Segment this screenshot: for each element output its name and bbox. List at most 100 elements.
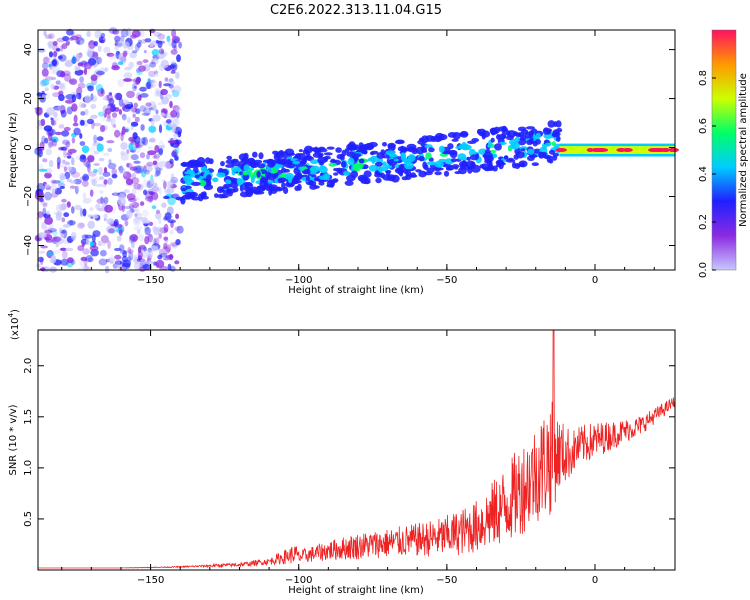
heatmap-cell xyxy=(133,254,138,261)
heatmap-cell xyxy=(236,177,243,185)
heatmap-cell xyxy=(48,159,54,168)
heatmap-cell xyxy=(37,211,44,218)
heatmap-cell xyxy=(115,260,123,265)
heatmap-cell xyxy=(77,62,84,67)
heatmap-cell xyxy=(511,161,517,169)
heatmap-cell xyxy=(70,35,79,41)
heatmap-cell xyxy=(174,260,180,265)
heatmap-cell xyxy=(63,212,70,218)
heatmap-cell xyxy=(158,232,162,239)
heatmap-cell xyxy=(167,196,176,206)
figure-title: C2E6.2022.313.11.04.G15 xyxy=(270,3,442,18)
heatmap-cell xyxy=(375,177,382,184)
heatmap-cell xyxy=(111,173,118,179)
heatmap-cell xyxy=(319,166,328,174)
heatmap-cell xyxy=(140,93,149,98)
heatmap-cell xyxy=(90,176,99,184)
heatmap-cell xyxy=(149,61,157,68)
heatmap-cell xyxy=(369,151,375,156)
heatmap-cell xyxy=(47,228,57,233)
heatmap-cell xyxy=(103,213,108,219)
heatmap-cell xyxy=(81,175,86,182)
heatmap-cell xyxy=(99,190,104,195)
heatmap-cell xyxy=(44,191,52,201)
heatmap-cell xyxy=(285,172,294,180)
heatmap-cell xyxy=(111,65,120,71)
heatmap-cell xyxy=(515,151,525,159)
heatmap-cell xyxy=(90,249,99,257)
heatmap-cell xyxy=(90,103,97,110)
heatmap-cell xyxy=(249,174,254,178)
heatmap-cell xyxy=(497,134,507,140)
heatmap-cell xyxy=(308,181,317,186)
heatmap-cell xyxy=(69,78,78,85)
heatmap-cell xyxy=(42,207,47,216)
heatmap-cell xyxy=(310,165,320,173)
heatmap-cell xyxy=(74,204,82,211)
heatmap-cell xyxy=(323,152,333,156)
snr-y-scale: (x104) xyxy=(7,309,21,340)
heatmap-cell xyxy=(163,223,169,233)
heatmap-cell xyxy=(541,152,547,156)
heatmap-cell xyxy=(492,153,497,158)
heatmap-cell xyxy=(66,152,73,156)
heatmap-cell xyxy=(543,155,553,160)
heatmap-cell xyxy=(125,178,134,186)
heatmap-cell xyxy=(91,51,99,59)
heatmap-cell xyxy=(329,159,337,164)
heatmap-cell xyxy=(173,37,179,44)
heatmap-cell xyxy=(87,164,91,173)
heatmap-cell xyxy=(41,68,49,77)
heatmap-cell xyxy=(145,102,152,107)
heatmap-cell xyxy=(153,261,157,266)
heatmap-cell xyxy=(385,170,392,174)
heatmap-cell xyxy=(118,61,124,65)
heatmap-cell xyxy=(515,132,522,138)
heatmap-cell xyxy=(200,165,208,173)
heatmap-cell xyxy=(138,65,147,72)
heatmap-cell xyxy=(107,162,117,170)
heatmap-cell xyxy=(84,258,88,267)
heatmap-cell xyxy=(90,145,96,153)
heatmap-cell xyxy=(171,151,177,158)
heatmap-cell xyxy=(39,201,49,206)
heatmap-cell xyxy=(297,172,302,178)
heatmap-cell xyxy=(120,132,124,142)
heatmap-cell xyxy=(118,229,123,236)
heatmap-cell xyxy=(418,156,425,162)
heatmap-cell xyxy=(148,191,155,196)
heatmap-cell xyxy=(74,185,79,195)
heatmap-cell xyxy=(87,257,94,263)
heatmap-cell xyxy=(173,156,180,162)
heatmap-cell xyxy=(59,186,65,189)
heatmap-cell xyxy=(152,114,161,122)
heatmap-cell xyxy=(83,175,90,181)
heatmap-cell xyxy=(44,183,50,188)
heatmap-cell xyxy=(79,155,87,163)
snr-frame xyxy=(37,329,676,571)
heatmap-cell xyxy=(124,104,134,109)
heatmap-cell xyxy=(110,118,116,126)
heatmap-cell xyxy=(552,131,561,137)
heatmap-cell xyxy=(150,79,157,88)
heatmap-cell xyxy=(527,155,535,161)
heatmap-cell xyxy=(95,84,104,93)
heatmap-cell xyxy=(91,214,99,219)
heatmap-cell xyxy=(84,109,89,115)
heatmap-cell xyxy=(52,236,62,243)
heatmap-cell xyxy=(160,59,169,69)
heatmap-cell xyxy=(42,56,50,64)
heatmap-cell xyxy=(277,177,287,183)
colorbar-tick-label: 0.8 xyxy=(698,70,709,86)
heatmap-cell xyxy=(99,125,106,133)
heatmap-cell xyxy=(52,230,58,236)
heatmap-cell xyxy=(167,219,176,224)
heatmap-cell xyxy=(216,172,226,178)
heatmap-cell xyxy=(71,137,76,144)
heatmap-cell xyxy=(160,112,166,117)
heatmap-cell xyxy=(128,249,134,254)
heatmap-cell xyxy=(302,149,309,155)
heatmap-cell xyxy=(169,183,177,189)
heatmap-cell xyxy=(44,172,52,179)
heatmap-cell xyxy=(100,249,107,257)
